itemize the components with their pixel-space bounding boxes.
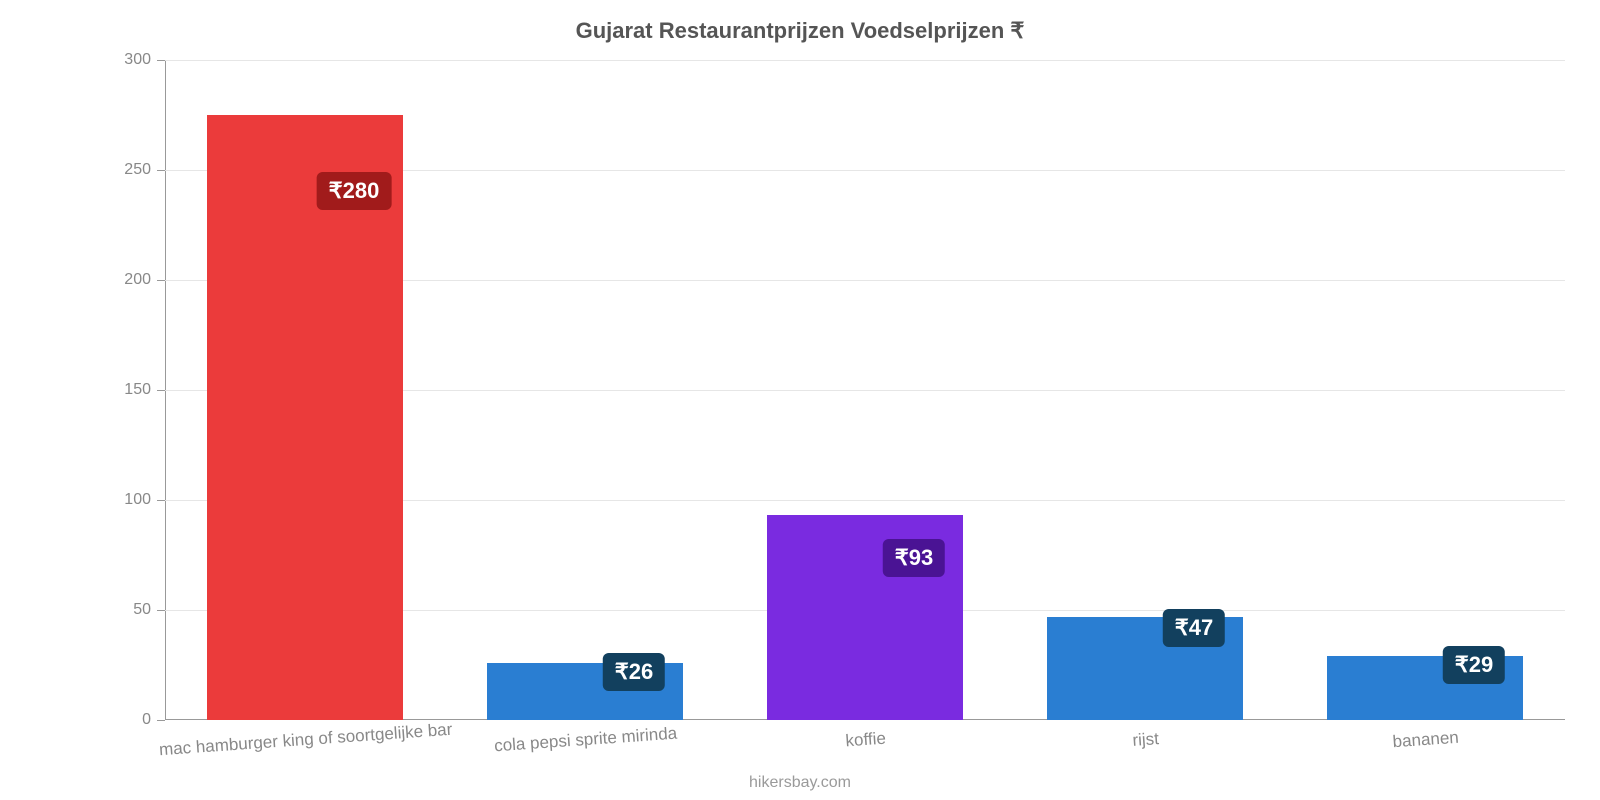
y-tick (157, 390, 165, 391)
y-tick (157, 280, 165, 281)
y-tick (157, 610, 165, 611)
y-axis-label: 250 (124, 161, 151, 179)
y-axis-label: 100 (124, 491, 151, 509)
y-tick (157, 500, 165, 501)
value-badge: ₹26 (603, 653, 665, 691)
y-tick (157, 720, 165, 721)
x-axis-label: koffie (845, 729, 887, 752)
y-axis-label: 300 (124, 51, 151, 69)
y-tick (157, 60, 165, 61)
x-axis-label: mac hamburger king of soortgelijke bar (158, 720, 453, 760)
y-axis-label: 200 (124, 271, 151, 289)
y-tick (157, 170, 165, 171)
x-axis-label: cola pepsi sprite mirinda (494, 724, 678, 757)
value-badge: ₹47 (1163, 609, 1225, 647)
x-axis-label: bananen (1392, 728, 1459, 753)
value-badge: ₹29 (1443, 646, 1505, 684)
chart-title: Gujarat Restaurantprijzen Voedselprijzen… (0, 18, 1600, 44)
y-axis-label: 0 (142, 711, 151, 729)
attribution-text: hikersbay.com (0, 774, 1600, 792)
gridline (165, 60, 1565, 61)
chart-container: Gujarat Restaurantprijzen Voedselprijzen… (0, 0, 1600, 800)
value-badge: ₹93 (883, 539, 945, 577)
plot-area: 050100150200250300₹280mac hamburger king… (165, 60, 1565, 720)
x-axis-label: rijst (1132, 729, 1160, 751)
y-axis-label: 150 (124, 381, 151, 399)
y-axis-label: 50 (133, 601, 151, 619)
value-badge: ₹280 (317, 172, 392, 210)
